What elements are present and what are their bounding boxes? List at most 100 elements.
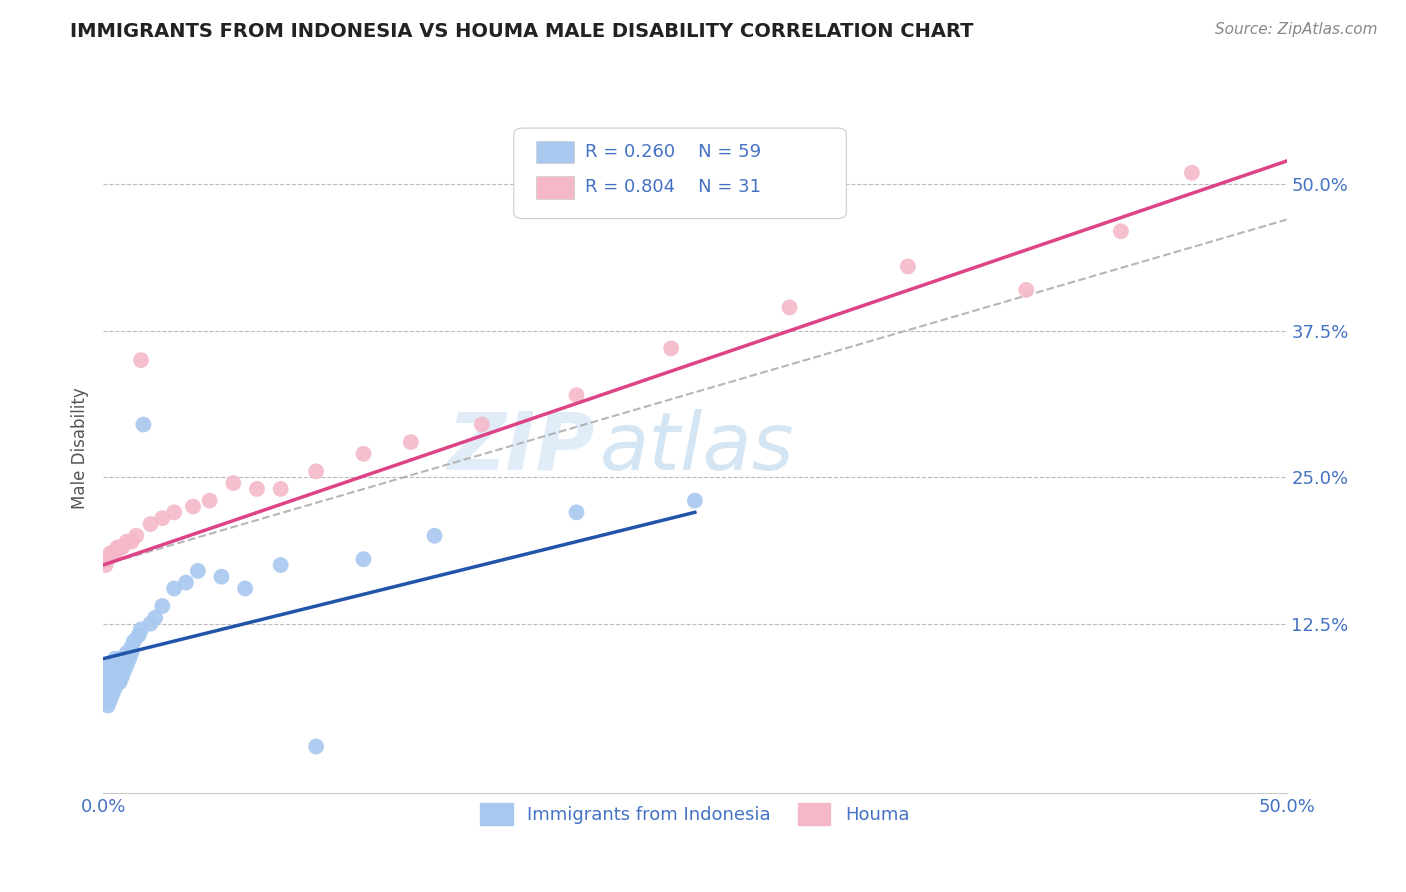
Point <box>98 687 121 701</box>
Point <box>150 511 173 525</box>
Point <box>139 516 162 531</box>
Point <box>471 417 494 432</box>
Point <box>101 681 124 695</box>
Point <box>101 669 124 683</box>
Point <box>101 546 124 560</box>
Point <box>143 611 166 625</box>
Point <box>565 388 588 402</box>
Y-axis label: Male Disability: Male Disability <box>72 387 89 508</box>
FancyBboxPatch shape <box>536 177 574 199</box>
Point <box>163 505 186 519</box>
Point <box>779 301 801 315</box>
Point <box>104 664 127 678</box>
Point <box>104 651 127 665</box>
Point <box>1015 283 1038 297</box>
Point <box>104 546 127 560</box>
Point <box>150 599 173 613</box>
Point <box>565 505 588 519</box>
Point <box>101 657 124 672</box>
Point <box>97 698 120 713</box>
Point <box>104 681 127 695</box>
Point <box>104 675 127 690</box>
Point <box>101 687 124 701</box>
Point <box>132 417 155 432</box>
Point <box>1109 224 1132 238</box>
Point <box>111 541 134 555</box>
Point <box>305 739 328 754</box>
Point <box>108 664 131 678</box>
Point <box>105 675 128 690</box>
Point <box>98 675 121 690</box>
Text: IMMIGRANTS FROM INDONESIA VS HOUMA MALE DISABILITY CORRELATION CHART: IMMIGRANTS FROM INDONESIA VS HOUMA MALE … <box>70 22 974 41</box>
Point <box>97 675 120 690</box>
Point <box>108 675 131 690</box>
Point <box>98 669 121 683</box>
Point <box>114 664 136 678</box>
Point <box>121 534 143 549</box>
Point <box>897 260 920 274</box>
Point <box>98 681 121 695</box>
Point <box>94 675 117 690</box>
Point <box>246 482 269 496</box>
Point <box>270 558 292 572</box>
Point <box>94 558 117 572</box>
Point <box>129 623 152 637</box>
Point <box>222 476 245 491</box>
Point <box>129 353 152 368</box>
Point <box>121 640 143 654</box>
Point <box>121 646 143 660</box>
Point <box>187 564 209 578</box>
Point <box>97 552 120 566</box>
Legend: Immigrants from Indonesia, Houma: Immigrants from Indonesia, Houma <box>472 797 917 832</box>
Text: Source: ZipAtlas.com: Source: ZipAtlas.com <box>1215 22 1378 37</box>
Point <box>118 651 141 665</box>
Point <box>125 529 148 543</box>
Point <box>111 669 134 683</box>
Text: atlas: atlas <box>600 409 794 487</box>
Point <box>139 616 162 631</box>
Point <box>94 692 117 706</box>
Point <box>114 651 136 665</box>
Text: R = 0.260    N = 59: R = 0.260 N = 59 <box>585 143 761 161</box>
Point <box>122 634 145 648</box>
Point <box>128 628 150 642</box>
Point <box>97 664 120 678</box>
Point <box>423 529 446 543</box>
Point <box>211 570 233 584</box>
Point <box>659 342 682 356</box>
Point <box>97 669 120 683</box>
Point <box>97 692 120 706</box>
Point <box>101 675 124 690</box>
Point <box>353 552 375 566</box>
Point <box>105 541 128 555</box>
Point <box>399 435 422 450</box>
Point <box>97 681 120 695</box>
Point <box>98 692 121 706</box>
Point <box>98 657 121 672</box>
Point <box>108 541 131 555</box>
Point <box>163 582 186 596</box>
FancyBboxPatch shape <box>536 141 574 162</box>
Text: R = 0.804    N = 31: R = 0.804 N = 31 <box>585 178 761 196</box>
Point <box>233 582 256 596</box>
Point <box>94 681 117 695</box>
Point <box>115 646 138 660</box>
Point <box>98 546 121 560</box>
Point <box>174 575 197 590</box>
Point <box>270 482 292 496</box>
Point <box>198 493 221 508</box>
Point <box>115 534 138 549</box>
Point <box>1181 166 1204 180</box>
Point <box>115 657 138 672</box>
Point <box>683 493 706 508</box>
Text: ZIP: ZIP <box>447 409 595 487</box>
Point <box>97 687 120 701</box>
Point <box>353 447 375 461</box>
Point <box>105 669 128 683</box>
Point <box>94 687 117 701</box>
Point <box>108 651 131 665</box>
Point <box>105 657 128 672</box>
Point <box>111 657 134 672</box>
Point <box>305 464 328 478</box>
Point <box>181 500 204 514</box>
